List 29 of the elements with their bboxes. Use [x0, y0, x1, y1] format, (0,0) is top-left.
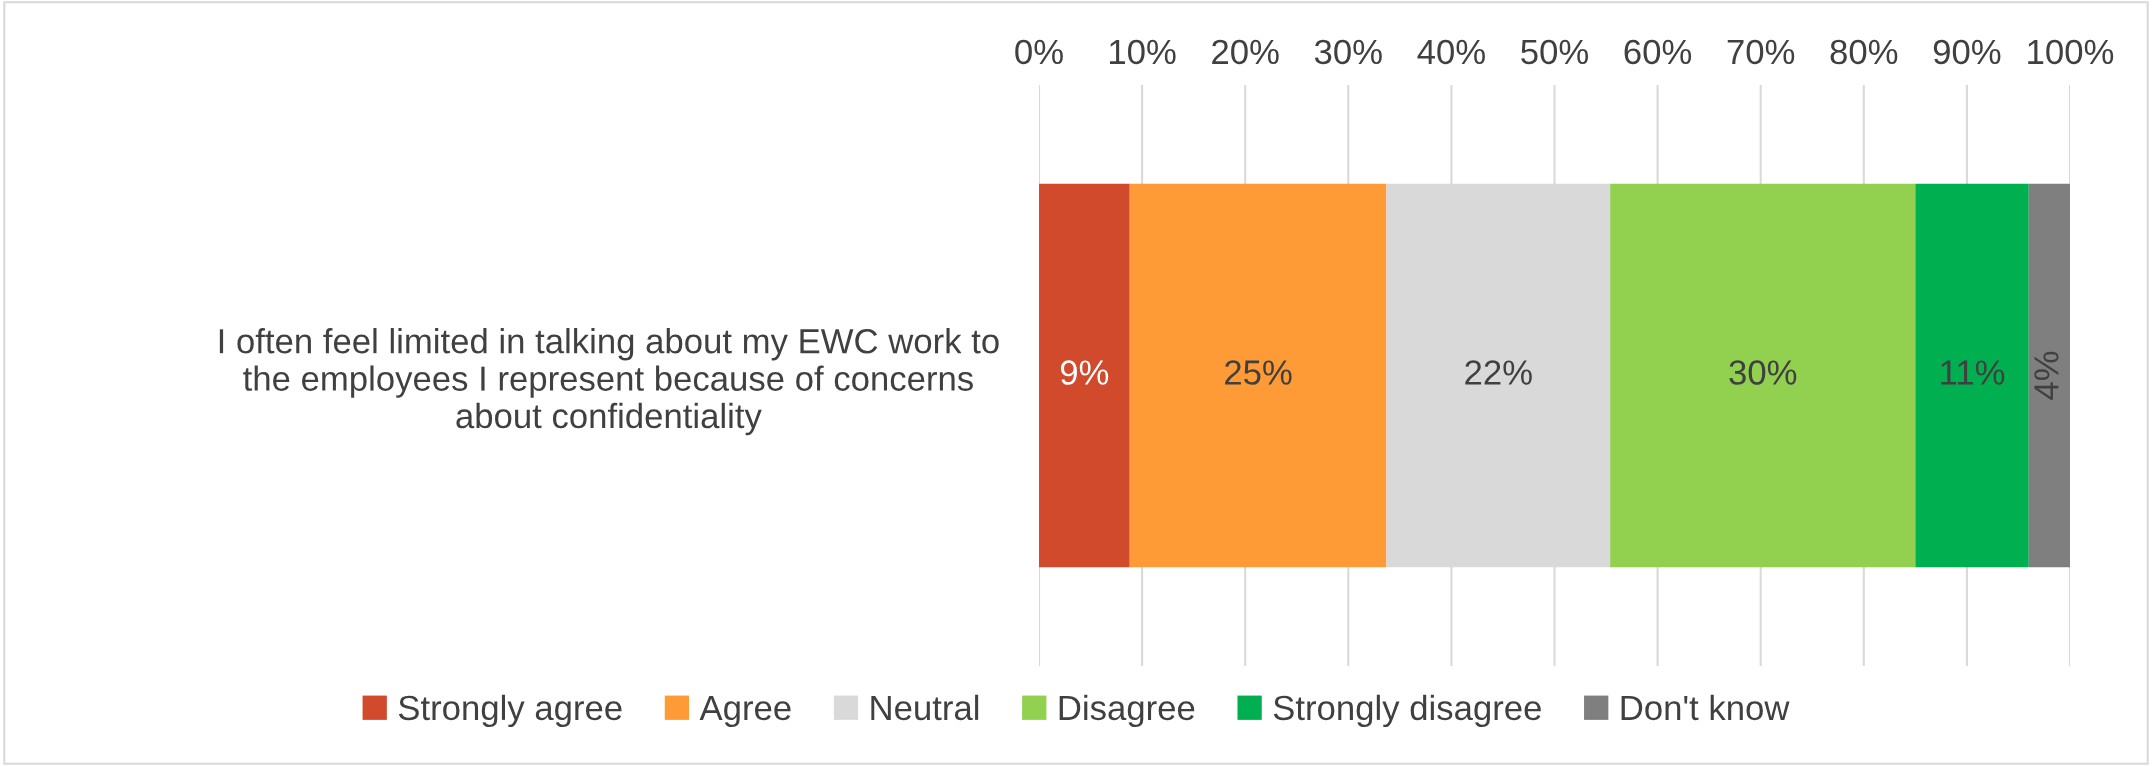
- x-tick-label: 30%: [1314, 39, 1382, 65]
- bar: [1915, 183, 2029, 568]
- x-tick-label: 70%: [1727, 39, 1795, 65]
- data-label: 25%: [1225, 360, 1292, 385]
- legend-label: Strongly disagree: [1273, 694, 1541, 728]
- bar: [1039, 183, 1130, 568]
- x-tick-label: 10%: [1110, 39, 1176, 65]
- x-tick-label: 90%: [1933, 39, 2001, 65]
- legend-label: Disagree: [1059, 694, 1195, 728]
- data-label: 9%: [1060, 360, 1109, 385]
- legend-label: Strongly agree: [398, 694, 622, 728]
- bar: [1129, 183, 1387, 568]
- legend-label: Neutral: [871, 694, 979, 721]
- bar: [1610, 183, 1916, 568]
- x-tick-label: 60%: [1624, 39, 1692, 65]
- bar: [2028, 183, 2070, 568]
- x-tick-label: 40%: [1417, 39, 1485, 65]
- x-tick-label: 20%: [1212, 39, 1279, 65]
- y-tick-label: I often feel limited in talking about my EWC work to the employees I represent because of concerns about confidentiality: [219, 328, 999, 436]
- data-label: 4%: [2034, 351, 2059, 400]
- x-tick-label: 80%: [1830, 39, 1898, 65]
- legend-label: Agree: [699, 696, 791, 728]
- x-tick-label: 50%: [1521, 39, 1589, 65]
- legend-label: Don't know: [1621, 694, 1790, 721]
- data-label: 11%: [1941, 360, 2005, 385]
- data-label: 22%: [1465, 360, 1532, 385]
- x-tick-label: 0%: [1015, 39, 1063, 65]
- x-tick-label: 100%: [2028, 39, 2114, 65]
- data-label: 30%: [1729, 360, 1797, 385]
